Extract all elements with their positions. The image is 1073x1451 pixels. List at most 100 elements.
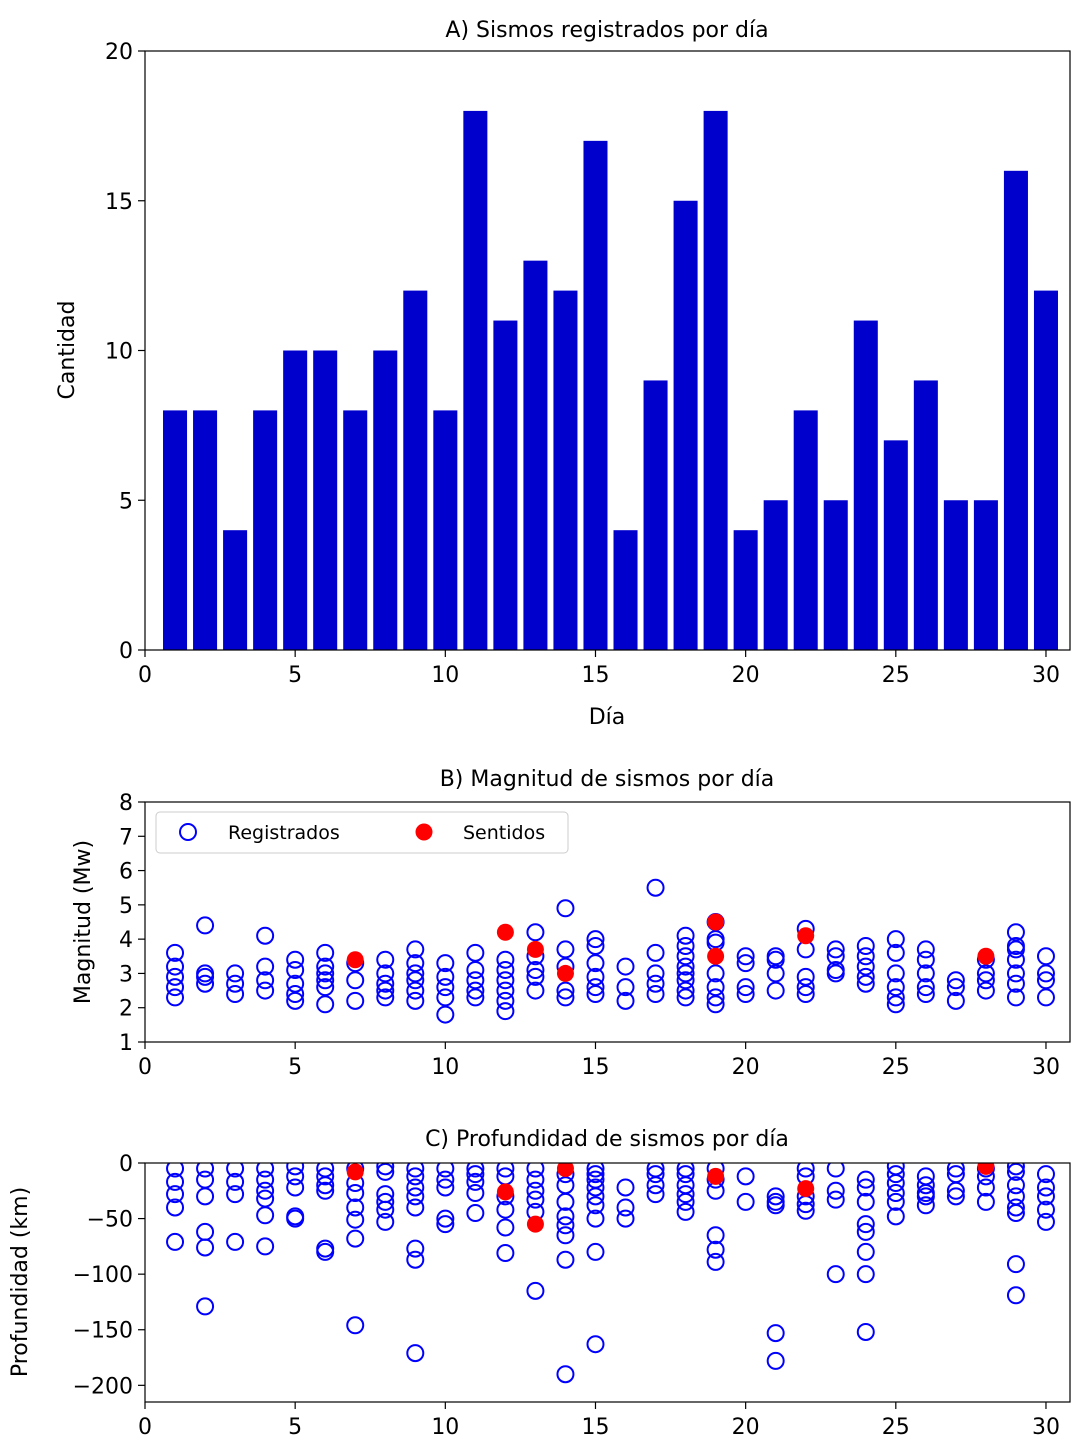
- registrado-point-16: [256, 1170, 275, 1189]
- panel-a-bars: [163, 110, 1058, 651]
- registrado-point-50: [466, 988, 485, 1007]
- registrado-point-72: [526, 1190, 545, 1209]
- registrado-point-138: [1006, 940, 1025, 959]
- legend-registrados-label: Registrados: [228, 822, 340, 844]
- registrado-point-58: [466, 1163, 485, 1178]
- registrado-point-112: [826, 964, 845, 983]
- registrado-point-119: [886, 943, 905, 962]
- registrado-point-138: [886, 1184, 905, 1203]
- legend-registrados-marker: [179, 823, 197, 841]
- registrado-point-113: [766, 1187, 785, 1206]
- registrado-point-50: [406, 1239, 425, 1258]
- registrado-point-1: [166, 1172, 185, 1191]
- registrado-point-135: [976, 981, 995, 1000]
- registrado-point-39: [406, 981, 425, 1000]
- registrado-point-85: [676, 964, 695, 983]
- x-tick-label: 5: [288, 663, 302, 688]
- registrado-point-65: [556, 981, 575, 1000]
- registrado-point-19: [256, 1206, 275, 1225]
- registrado-point-21: [316, 943, 335, 962]
- y-tick-label: 0: [119, 639, 133, 664]
- registrado-point-126: [826, 1265, 845, 1284]
- registrado-point-63: [496, 1163, 515, 1178]
- registrado-point-104: [676, 1202, 695, 1221]
- registrado-point-115: [766, 1196, 785, 1215]
- x-tick-label: 20: [732, 1415, 760, 1440]
- registrado-point-14: [256, 971, 275, 990]
- registrado-point-52: [406, 1344, 425, 1363]
- registrado-point-97: [646, 1176, 665, 1195]
- registrado-point-63: [556, 940, 575, 959]
- registrado-point-94: [616, 1209, 635, 1228]
- registrado-point-80: [556, 1226, 575, 1245]
- bar-day-13: [523, 260, 548, 650]
- registrado-point-122: [796, 1201, 815, 1220]
- legend-frame: [155, 811, 569, 854]
- registrado-point-129: [856, 1192, 875, 1211]
- registrado-point-21: [286, 1163, 305, 1176]
- registrado-point-33: [376, 981, 395, 1000]
- registrado-point-144: [1036, 964, 1055, 983]
- bar-day-6: [313, 350, 338, 650]
- registrado-point-47: [406, 1178, 425, 1197]
- panel-a-title: A) Sismos registrados por día: [445, 18, 768, 43]
- registrado-point-88: [676, 988, 695, 1007]
- registrado-point-16: [286, 950, 305, 969]
- y-tick-label: 5: [119, 489, 133, 514]
- panel-c-ticks: 0 5 10 15 20 25 30 0 −50 −100 −150 −200: [73, 1152, 1060, 1440]
- bar-day-8: [373, 350, 398, 650]
- registrado-point-98: [736, 978, 755, 997]
- registrado-point-67: [496, 1218, 515, 1237]
- y-tick-label: 7: [119, 825, 133, 850]
- registrado-point-61: [466, 1184, 485, 1203]
- registrado-point-123: [826, 1163, 845, 1178]
- registrado-point-125: [826, 1190, 845, 1209]
- y-tick-label: 0: [119, 1152, 133, 1177]
- bar-day-28: [973, 500, 998, 650]
- registrado-point-160: [1006, 1255, 1025, 1274]
- registrado-point-59: [526, 961, 545, 979]
- registrado-point-36: [346, 1210, 365, 1229]
- panel-b-legend: Registrados Sentidos: [155, 811, 569, 854]
- registrado-point-112: [736, 1192, 755, 1211]
- bar-day-15: [583, 140, 608, 650]
- registrado-point-11: [226, 1163, 245, 1178]
- registrado-point-4: [166, 1232, 185, 1251]
- registrado-point-140: [886, 1207, 905, 1226]
- sentido-point-3: [556, 1163, 574, 1178]
- registrado-point-69: [526, 1163, 545, 1178]
- registrado-point-127: [916, 978, 935, 997]
- x-tick-label: 15: [581, 663, 609, 688]
- registrado-point-10: [196, 1297, 215, 1316]
- registrado-point-9: [226, 964, 245, 983]
- registrado-point-52: [496, 961, 515, 979]
- registrado-point-69: [586, 954, 605, 973]
- registrado-point-37: [406, 964, 425, 983]
- registrado-point-54: [496, 981, 515, 1000]
- registrado-point-14: [226, 1232, 245, 1251]
- registrado-point-22: [286, 1167, 305, 1186]
- bar-day-24: [853, 320, 878, 650]
- panel-b-ylabel: Magnitud (Mw): [71, 840, 96, 1004]
- y-tick-label: −100: [73, 1263, 133, 1288]
- registrado-point-83: [586, 1163, 605, 1178]
- registrado-point-1: [166, 957, 185, 976]
- registrado-point-156: [1006, 1176, 1025, 1195]
- x-tick-label: 25: [882, 1415, 910, 1440]
- registrado-point-71: [526, 1181, 545, 1200]
- y-tick-label: 4: [119, 928, 133, 953]
- x-tick-label: 5: [288, 1055, 302, 1080]
- registrado-point-92: [706, 964, 725, 983]
- registrado-point-5: [196, 1163, 215, 1178]
- registrado-point-81: [676, 926, 695, 945]
- registrado-point-152: [976, 1178, 995, 1197]
- registrado-point-96: [736, 947, 755, 966]
- registrado-point-66: [496, 1200, 515, 1219]
- registrado-point-110: [826, 947, 845, 966]
- registrado-point-23: [286, 1178, 305, 1197]
- registrado-point-136: [1006, 923, 1025, 942]
- registrado-point-51: [496, 950, 515, 969]
- registrado-point-125: [916, 950, 935, 969]
- registrado-point-102: [676, 1185, 695, 1204]
- registrado-point-15: [256, 981, 275, 1000]
